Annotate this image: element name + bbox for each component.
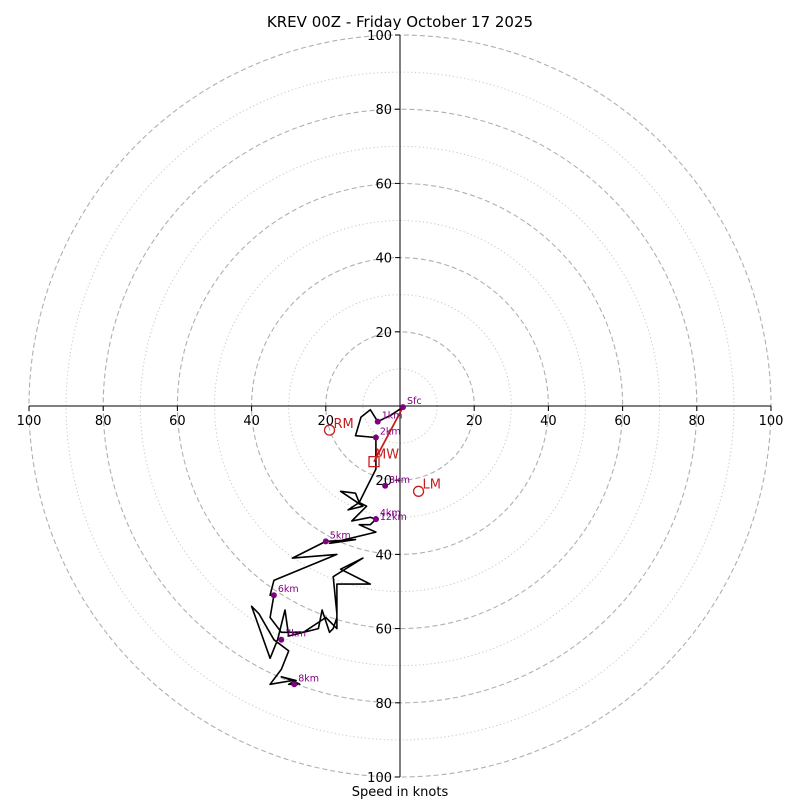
height-dot-6km <box>270 592 277 599</box>
x-tick-left-100: 100 <box>17 414 42 429</box>
height-dot-Sfc <box>399 404 406 411</box>
right-mover-label: RM <box>334 417 354 432</box>
height-label-3km: 3km <box>389 475 410 486</box>
x-tick-left-60: 60 <box>169 414 186 429</box>
y-tick-top-20: 20 <box>375 326 392 341</box>
height-markers: Sfc 1km 2km 3km 4km 5km 6km 7km 8km 12km <box>270 396 422 688</box>
hodograph-trace <box>250 406 404 686</box>
height-label-4km: 4km <box>380 508 401 519</box>
mean-wind-marker <box>368 455 380 468</box>
y-tick-bottom-60: 60 <box>375 623 392 638</box>
left-mover-marker <box>412 485 425 497</box>
x-tick-left-40: 40 <box>243 414 260 429</box>
x-tick-right-80: 80 <box>689 414 706 429</box>
x-tick-right-40: 40 <box>540 414 557 429</box>
y-tick-top-80: 80 <box>375 103 392 118</box>
height-label-5km: 5km <box>330 530 351 541</box>
height-dot-2km <box>372 434 379 441</box>
height-label-6km: 6km <box>278 584 299 595</box>
height-label-12km: 12km <box>380 512 407 523</box>
height-label-Sfc: Sfc <box>407 396 422 407</box>
height-label-1km: 1km <box>382 411 403 422</box>
axes <box>29 35 771 777</box>
mean-wind-vector <box>373 406 404 463</box>
y-tick-top-40: 40 <box>375 252 392 267</box>
chart-title: KREV 00Z - Friday October 17 2025 <box>267 13 533 31</box>
height-label-8km: 8km <box>298 673 319 684</box>
y-tick-bottom-100: 100 <box>367 771 392 786</box>
x-tick-right-20: 20 <box>466 414 483 429</box>
wind-trace <box>250 406 404 686</box>
right-mover-marker <box>323 424 336 436</box>
y-tick-bottom-40: 40 <box>375 548 392 563</box>
height-dot-1km <box>374 418 381 425</box>
mean-wind-label: MW <box>375 448 399 463</box>
height-dot-12km <box>372 516 379 523</box>
left-mover-label: LM <box>423 477 441 492</box>
x-tick-right-60: 60 <box>614 414 631 429</box>
storm-motion: RM LM MW <box>323 406 441 497</box>
y-tick-top-60: 60 <box>375 177 392 192</box>
height-label-2km: 2km <box>380 427 401 438</box>
height-dot-3km <box>382 482 389 489</box>
x-axis-label: Speed in knots <box>352 785 449 800</box>
y-tick-bottom-80: 80 <box>375 697 392 712</box>
y-tick-top-100: 100 <box>367 29 392 44</box>
height-label-7km: 7km <box>285 629 306 640</box>
x-tick-left-80: 80 <box>95 414 112 429</box>
height-dot-7km <box>278 636 285 643</box>
height-dot-8km <box>291 681 298 688</box>
x-tick-right-100: 100 <box>759 414 784 429</box>
height-dot-5km <box>322 538 329 545</box>
